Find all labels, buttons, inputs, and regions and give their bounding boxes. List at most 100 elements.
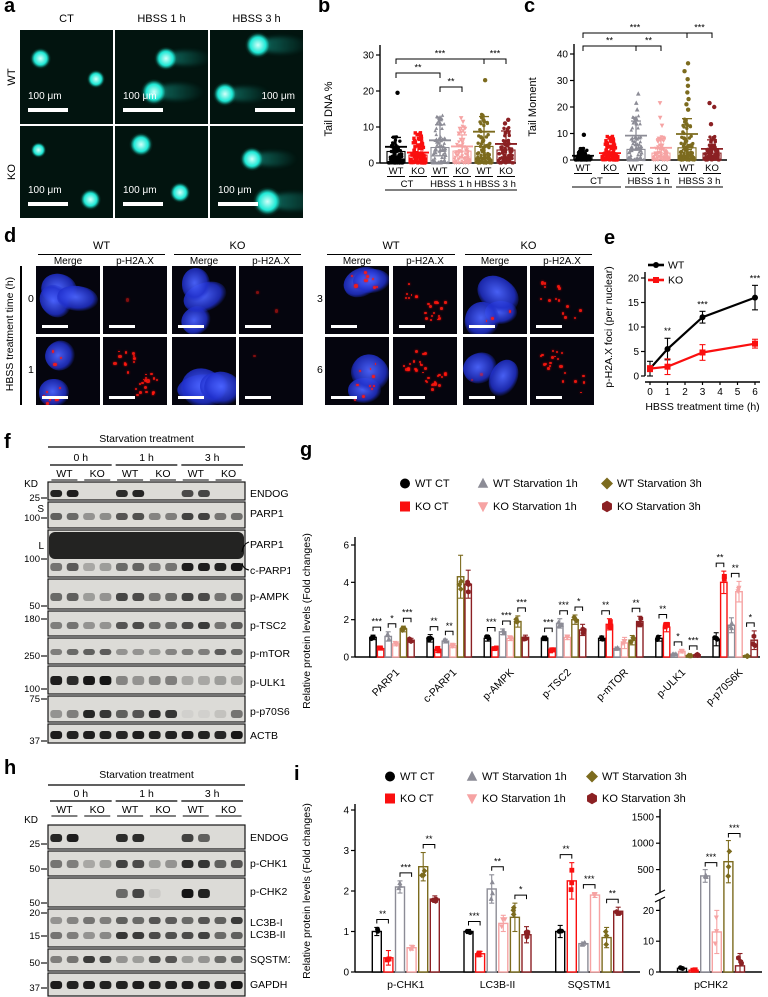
ph2ax-image-tile bbox=[530, 337, 594, 405]
scale-bar bbox=[255, 108, 295, 112]
svg-text:25: 25 bbox=[29, 839, 40, 850]
ph2ax-image-tile bbox=[103, 266, 167, 334]
svg-text:**: ** bbox=[632, 598, 640, 608]
svg-text:50: 50 bbox=[29, 601, 40, 612]
svg-text:L: L bbox=[38, 541, 44, 552]
svg-text:180: 180 bbox=[24, 614, 40, 625]
svg-text:20: 20 bbox=[643, 906, 655, 917]
svg-text:1: 1 bbox=[665, 387, 671, 398]
svg-text:WT: WT bbox=[188, 468, 205, 480]
scale-bar-label: 100 μm bbox=[218, 185, 252, 196]
merge-image-tile bbox=[172, 337, 236, 405]
panel-b-label: b bbox=[318, 0, 331, 17]
panel-a-label: a bbox=[4, 0, 16, 17]
svg-text:75: 75 bbox=[29, 694, 40, 705]
comet-image-tile: 100 μm bbox=[115, 126, 208, 218]
svg-text:p-CHK2: p-CHK2 bbox=[250, 886, 288, 898]
channel-header: p-H2A.X bbox=[116, 256, 154, 267]
svg-text:KO: KO bbox=[411, 166, 425, 177]
svg-text:2: 2 bbox=[343, 615, 349, 626]
scale-bar bbox=[331, 395, 357, 399]
svg-text:p-mTOR: p-mTOR bbox=[250, 648, 290, 660]
scale-bar bbox=[536, 395, 562, 399]
svg-text:***: *** bbox=[469, 911, 480, 921]
channel-header: p-H2A.X bbox=[252, 256, 290, 267]
channel-header: p-H2A.X bbox=[543, 256, 581, 267]
merge-image-tile bbox=[325, 337, 389, 405]
svg-text:***: *** bbox=[435, 49, 446, 59]
time-label: 3 bbox=[317, 293, 323, 305]
genotype-underline bbox=[327, 254, 455, 256]
scale-bar bbox=[42, 395, 68, 399]
ph2ax-image-tile bbox=[393, 337, 457, 405]
svg-text:KO Starvation 1h: KO Starvation 1h bbox=[482, 793, 566, 805]
scale-bar bbox=[109, 395, 135, 399]
panel-e-label: e bbox=[604, 227, 616, 249]
svg-text:6: 6 bbox=[343, 541, 349, 552]
svg-text:5: 5 bbox=[633, 347, 639, 358]
channel-header: p-H2A.X bbox=[406, 256, 444, 267]
channel-header: Merge bbox=[53, 256, 83, 267]
svg-text:WT Starvation 3h: WT Starvation 3h bbox=[602, 771, 687, 783]
scale-bar bbox=[399, 395, 425, 399]
scale-bar bbox=[469, 395, 495, 399]
protein-levels-bar-chart-g: 0 2 4 6 Relative protein levels (Fold change… bbox=[301, 477, 760, 709]
svg-text:GAPDH: GAPDH bbox=[250, 979, 287, 991]
ph2ax-image-tile bbox=[530, 266, 594, 334]
svg-text:**: ** bbox=[609, 889, 617, 899]
svg-text:Starvation treatment: Starvation treatment bbox=[99, 769, 194, 781]
panel-c-label: c bbox=[524, 0, 536, 17]
svg-text:Tail Moment: Tail Moment bbox=[527, 77, 539, 136]
svg-text:KO Starvation 1h: KO Starvation 1h bbox=[493, 501, 577, 513]
svg-text:20: 20 bbox=[29, 908, 40, 919]
dot-group-3 bbox=[452, 116, 472, 165]
channel-header: Merge bbox=[342, 256, 372, 267]
ph2ax-image-tile bbox=[239, 337, 303, 405]
svg-text:**: ** bbox=[562, 844, 570, 854]
svg-text:***: *** bbox=[402, 608, 413, 618]
svg-text:HBSS treatment time (h): HBSS treatment time (h) bbox=[645, 401, 759, 413]
svg-text:WT: WT bbox=[668, 260, 685, 272]
svg-text:KO: KO bbox=[603, 163, 617, 174]
merge-image-tile bbox=[463, 337, 527, 405]
svg-text:1 h: 1 h bbox=[139, 788, 154, 800]
svg-text:p-ULK1: p-ULK1 bbox=[250, 677, 286, 689]
svg-text:15: 15 bbox=[628, 298, 640, 309]
svg-text:2: 2 bbox=[343, 887, 349, 898]
svg-text:p-p70S6K: p-p70S6K bbox=[704, 667, 746, 709]
svg-text:***: *** bbox=[630, 23, 641, 33]
svg-text:100: 100 bbox=[24, 513, 40, 524]
dot-group-5 bbox=[496, 117, 515, 165]
svg-text:KD: KD bbox=[24, 479, 38, 490]
svg-text:0: 0 bbox=[368, 159, 374, 170]
svg-text:37: 37 bbox=[29, 983, 40, 994]
svg-text:ACTB: ACTB bbox=[250, 730, 278, 742]
svg-text:6: 6 bbox=[752, 387, 758, 398]
svg-text:0: 0 bbox=[648, 968, 654, 979]
svg-text:c-PARP1: c-PARP1 bbox=[421, 667, 460, 706]
svg-text:WT: WT bbox=[122, 468, 139, 480]
svg-text:**: ** bbox=[716, 553, 724, 563]
svg-text:p-CHK1: p-CHK1 bbox=[387, 979, 425, 991]
svg-text:p-TSC2: p-TSC2 bbox=[540, 667, 574, 701]
svg-text:*: * bbox=[676, 631, 680, 641]
scale-bar bbox=[399, 324, 425, 328]
svg-text:10: 10 bbox=[363, 123, 375, 134]
svg-text:Starvation treatment: Starvation treatment bbox=[99, 433, 194, 445]
svg-text:1 h: 1 h bbox=[139, 452, 154, 464]
svg-text:*: * bbox=[577, 597, 581, 607]
svg-text:***: *** bbox=[729, 823, 740, 833]
svg-text:0: 0 bbox=[633, 372, 639, 383]
svg-text:**: ** bbox=[446, 621, 454, 631]
svg-text:WT: WT bbox=[433, 166, 448, 177]
svg-text:S: S bbox=[37, 504, 44, 515]
svg-text:10: 10 bbox=[628, 323, 640, 334]
svg-text:30: 30 bbox=[557, 76, 569, 87]
svg-text:HBSS 3 h: HBSS 3 h bbox=[474, 179, 516, 190]
svg-text:p-AMPK: p-AMPK bbox=[250, 591, 289, 603]
svg-text:KO: KO bbox=[668, 275, 683, 287]
svg-text:KO: KO bbox=[705, 163, 719, 174]
svg-text:**: ** bbox=[606, 36, 614, 46]
